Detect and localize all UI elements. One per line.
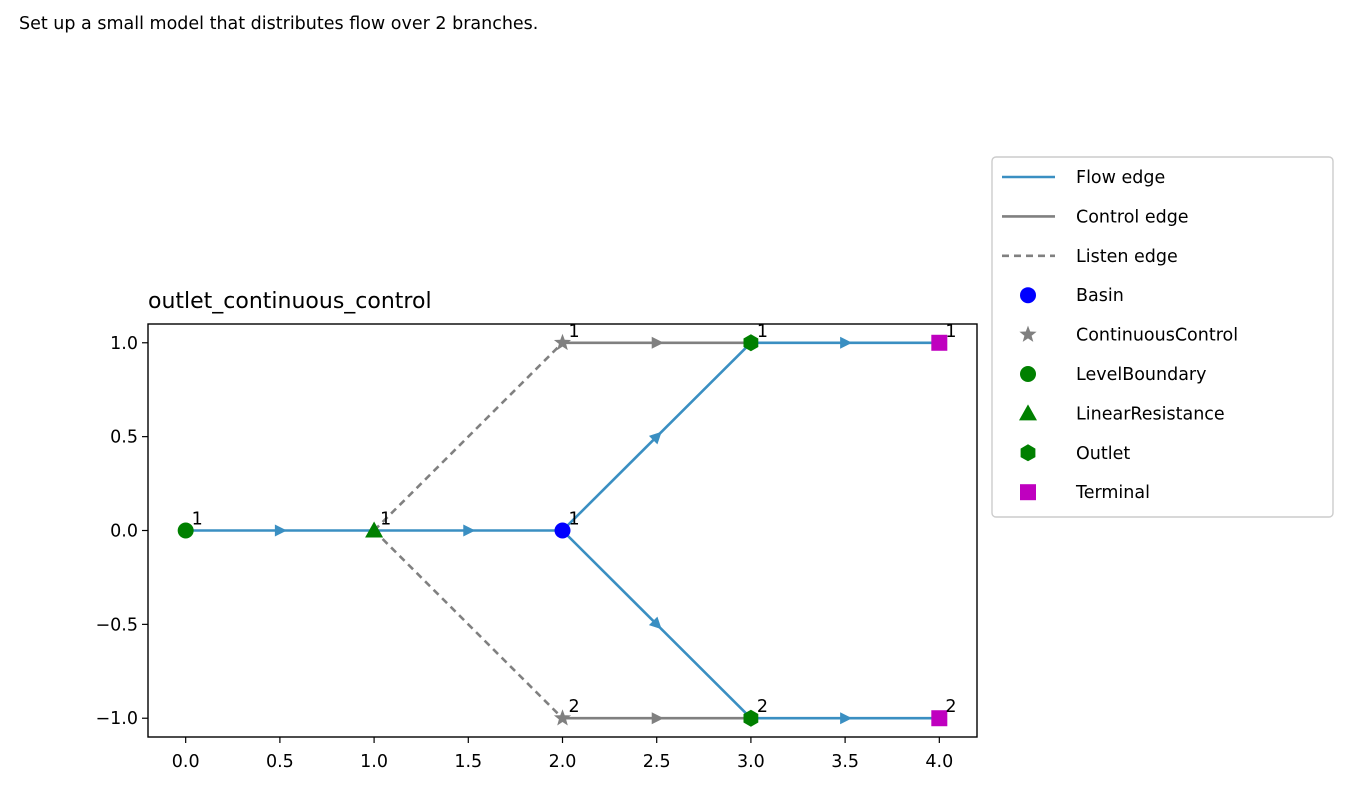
continuous-control-node <box>553 333 572 351</box>
control-edge-arrow <box>651 336 664 349</box>
legend-box <box>991 156 1334 518</box>
x-tick-label: 3.5 <box>831 752 859 772</box>
chart-title: outlet_continuous_control <box>148 289 432 314</box>
flow-edge-arrow <box>274 524 287 537</box>
outlet-node <box>743 334 759 352</box>
legend-label: Outlet <box>1076 444 1130 464</box>
legend: Flow edge Control edge Listen edge Basin Con… <box>991 156 1334 518</box>
node-id-label: 1 <box>569 510 580 530</box>
y-tick-label: 1.0 <box>110 334 138 354</box>
basin-legend-marker <box>1020 287 1036 304</box>
continuous-control-legend-marker <box>1019 325 1037 342</box>
legend-label: Terminal <box>1075 483 1150 503</box>
page-title: Set up a small model that distributes fl… <box>19 14 539 34</box>
node-id-label: 1 <box>380 510 391 530</box>
legend-label: Listen edge <box>1076 247 1178 267</box>
x-tick-label: 2.5 <box>643 752 671 772</box>
linear-resistance-legend-marker <box>1019 404 1037 421</box>
x-tick-label: 1.5 <box>454 752 482 772</box>
node-id-label: 2 <box>757 697 768 717</box>
continuous-control-node <box>553 709 572 726</box>
terminal-node <box>931 710 948 727</box>
listen-edge <box>373 529 564 720</box>
flow-edge-arrow <box>840 336 853 349</box>
x-tick-label: 1.0 <box>360 752 388 772</box>
y-tick-label: −0.5 <box>96 615 139 635</box>
x-tick-label: 0.0 <box>172 752 200 772</box>
linear-resistance-node <box>365 521 384 538</box>
legend-label: Control edge <box>1076 207 1189 227</box>
outlet-node <box>743 709 759 727</box>
y-tick-label: 0.5 <box>110 428 138 448</box>
legend-label: LinearResistance <box>1076 404 1225 424</box>
terminal-legend-marker <box>1020 484 1036 501</box>
listen-edge <box>373 341 564 532</box>
x-tick-label: 2.0 <box>549 752 577 772</box>
basin-node <box>554 522 571 539</box>
x-tick-label: 0.5 <box>266 752 294 772</box>
node-id-label: 1 <box>757 322 768 342</box>
y-tick-label: −1.0 <box>96 709 139 729</box>
outlet-legend-marker <box>1020 444 1036 462</box>
control-edge-arrow <box>651 712 664 725</box>
flow-edge-arrow <box>648 616 662 630</box>
flow-edge-arrow <box>463 524 476 537</box>
level-boundary-legend-marker <box>1020 366 1036 382</box>
node-id-label: 2 <box>945 697 956 717</box>
level-boundary-node <box>177 522 194 539</box>
legend-label: Basin <box>1076 286 1124 306</box>
node-id-label: 1 <box>569 322 580 342</box>
flow-edge-arrow <box>648 431 662 445</box>
flow-edge-arrow <box>840 712 853 725</box>
legend-label: Flow edge <box>1076 168 1165 188</box>
legend-label: ContinuousControl <box>1076 326 1238 346</box>
x-tick-label: 3.0 <box>737 752 765 772</box>
node-id-label: 1 <box>192 510 203 530</box>
axes-frame <box>147 323 978 738</box>
terminal-node <box>931 334 948 351</box>
y-tick-label: 0.0 <box>110 522 138 542</box>
node-id-label: 2 <box>569 697 580 717</box>
node-id-label: 1 <box>945 322 956 342</box>
legend-label: LevelBoundary <box>1076 365 1206 385</box>
x-tick-label: 4.0 <box>925 752 953 772</box>
